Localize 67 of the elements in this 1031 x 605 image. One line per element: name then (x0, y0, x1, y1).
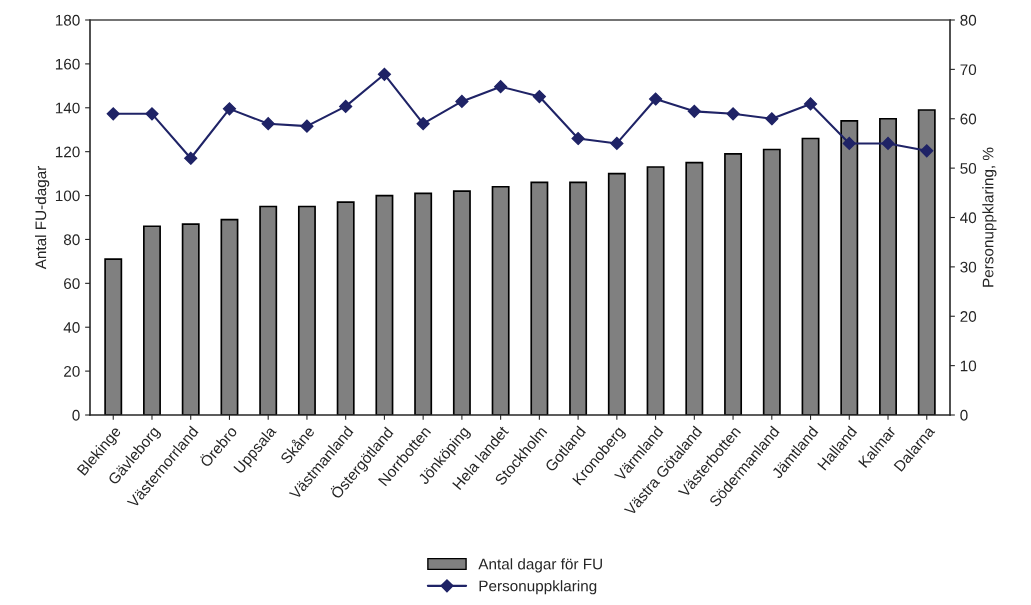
point (455, 94, 469, 109)
bar (685, 161, 704, 415)
y2-tick-label: 20 (960, 311, 977, 322)
point (494, 80, 508, 94)
point (145, 107, 159, 121)
y-tick-label: 40 (63, 322, 80, 333)
point (687, 104, 701, 118)
point (571, 131, 585, 146)
point (726, 107, 740, 121)
point (377, 67, 392, 81)
y2-tick-label: 50 (960, 162, 977, 174)
bar (414, 192, 433, 415)
point (765, 112, 779, 126)
y-tick-label: 160 (55, 58, 80, 70)
bar (336, 201, 355, 415)
bar (917, 109, 936, 415)
bar (724, 153, 743, 415)
legend-label: Personuppklaring (479, 580, 597, 595)
bar (181, 223, 200, 415)
y-tick-label: 140 (55, 102, 80, 114)
y-tick-label: 80 (63, 234, 80, 246)
y2-tick-label: 80 (960, 14, 977, 26)
y2-tick-label: 30 (960, 261, 977, 273)
point (300, 119, 314, 133)
bar (801, 137, 820, 415)
point (184, 151, 198, 165)
bar (530, 181, 549, 415)
y2-tick-label: 60 (960, 113, 977, 125)
bar (259, 205, 278, 415)
bar (452, 190, 471, 415)
bar (220, 218, 239, 415)
legend-label: Antal dagar för FU (478, 558, 602, 573)
point (261, 117, 275, 131)
bar (297, 205, 316, 415)
y-tick-label: 180 (55, 14, 80, 26)
point (106, 107, 120, 121)
point (881, 136, 895, 151)
y-tick-label: 100 (55, 190, 80, 202)
point (339, 99, 353, 113)
point (222, 102, 237, 116)
y2-tick-label: 10 (960, 360, 977, 372)
y-tick-label: 60 (64, 278, 80, 290)
point (532, 89, 546, 104)
bar (879, 117, 897, 415)
y2-axis-title: Personuppklaring, % (982, 147, 997, 287)
point (842, 136, 856, 151)
y-axis-title: Antal FU-dagar (34, 165, 50, 270)
point (416, 117, 430, 131)
y2-tick-label: 0 (960, 409, 968, 421)
point (920, 144, 934, 158)
bar (646, 166, 665, 415)
bar (143, 225, 161, 415)
bar (375, 194, 394, 415)
bar (104, 258, 123, 415)
bar (607, 172, 626, 415)
point (610, 136, 624, 151)
y2-tick-label: 70 (960, 64, 977, 76)
y-tick-label: 0 (72, 409, 80, 421)
y2-tick-label: 40 (960, 212, 977, 224)
bar (491, 185, 510, 415)
point (803, 97, 818, 111)
y-tick-label: 20 (64, 365, 80, 377)
bar (762, 148, 781, 415)
bar (840, 120, 859, 415)
bar (569, 181, 588, 415)
point (648, 92, 663, 106)
y-tick-label: 120 (55, 146, 80, 158)
